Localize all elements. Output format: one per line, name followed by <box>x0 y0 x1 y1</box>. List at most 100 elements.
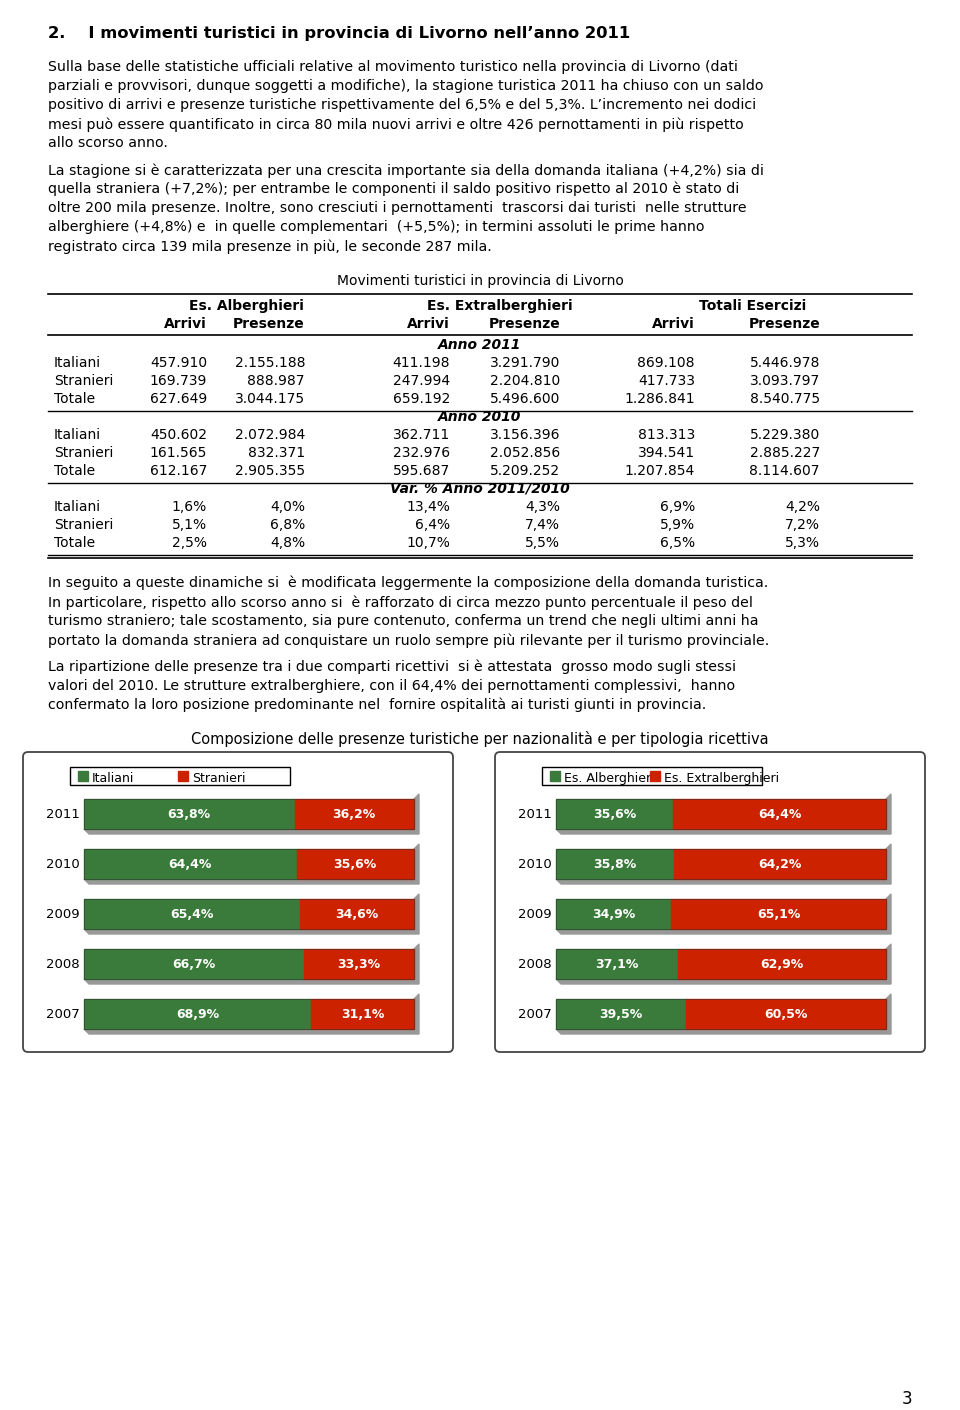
Text: 627.649: 627.649 <box>150 392 207 406</box>
Text: Arrivi: Arrivi <box>652 317 695 331</box>
Text: Presenze: Presenze <box>748 317 820 331</box>
Bar <box>556 900 671 929</box>
Bar <box>556 799 674 829</box>
Text: alberghiere (+4,8%) e  in quelle complementari  (+5,5%); in termini assoluti le : alberghiere (+4,8%) e in quelle compleme… <box>48 220 705 234</box>
Polygon shape <box>556 829 891 833</box>
Text: 34,9%: 34,9% <box>592 908 636 921</box>
Text: 64,2%: 64,2% <box>758 857 802 870</box>
Polygon shape <box>556 878 891 884</box>
Text: 62,9%: 62,9% <box>760 957 804 970</box>
Text: 411.198: 411.198 <box>393 355 450 369</box>
Text: 362.711: 362.711 <box>393 429 450 441</box>
Bar <box>300 900 414 929</box>
Text: Totale: Totale <box>54 464 95 478</box>
Bar <box>304 949 414 979</box>
Text: 2008: 2008 <box>46 957 80 970</box>
Text: 1.207.854: 1.207.854 <box>625 464 695 478</box>
Bar <box>84 900 414 929</box>
Bar <box>686 1000 886 1029</box>
Text: mesi può essere quantificato in circa 80 mila nuovi arrivi e oltre 426 pernottam: mesi può essere quantificato in circa 80… <box>48 117 744 131</box>
Polygon shape <box>556 1029 891 1034</box>
Text: 2.155.188: 2.155.188 <box>234 355 305 369</box>
Text: Totale: Totale <box>54 536 95 550</box>
Bar <box>84 949 304 979</box>
Bar <box>84 849 297 878</box>
Text: 36,2%: 36,2% <box>333 808 376 821</box>
Text: 457.910: 457.910 <box>150 355 207 369</box>
Text: 417.733: 417.733 <box>638 374 695 388</box>
Text: 34,6%: 34,6% <box>335 908 378 921</box>
Polygon shape <box>886 994 891 1034</box>
Polygon shape <box>414 794 419 833</box>
Text: 5,1%: 5,1% <box>172 517 207 532</box>
Bar <box>542 767 762 785</box>
Bar <box>84 799 414 829</box>
Text: Stranieri: Stranieri <box>192 773 246 785</box>
Text: 5,9%: 5,9% <box>660 517 695 532</box>
Text: 4,0%: 4,0% <box>270 501 305 515</box>
Text: 13,4%: 13,4% <box>406 501 450 515</box>
Text: Movimenti turistici in provincia di Livorno: Movimenti turistici in provincia di Livo… <box>337 274 623 288</box>
Text: Composizione delle presenze turistiche per nazionalità e per tipologia ricettiva: Composizione delle presenze turistiche p… <box>191 730 769 747</box>
Text: 2,5%: 2,5% <box>172 536 207 550</box>
Text: 813.313: 813.313 <box>637 429 695 441</box>
Text: 35,8%: 35,8% <box>593 857 636 870</box>
Text: 2.204.810: 2.204.810 <box>490 374 560 388</box>
Text: oltre 200 mila presenze. Inoltre, sono cresciuti i pernottamenti  trascorsi dai : oltre 200 mila presenze. Inoltre, sono c… <box>48 202 747 214</box>
Polygon shape <box>84 929 419 933</box>
Text: 31,1%: 31,1% <box>341 1008 384 1021</box>
Text: 659.192: 659.192 <box>393 392 450 406</box>
Text: 6,9%: 6,9% <box>660 501 695 515</box>
Text: 8.114.607: 8.114.607 <box>750 464 820 478</box>
Text: 5.229.380: 5.229.380 <box>750 429 820 441</box>
Text: Arrivi: Arrivi <box>164 317 207 331</box>
Text: 832.371: 832.371 <box>248 446 305 460</box>
Text: 2.885.227: 2.885.227 <box>750 446 820 460</box>
Bar <box>679 949 886 979</box>
Text: 2.    I movimenti turistici in provincia di Livorno nell’anno 2011: 2. I movimenti turistici in provincia di… <box>48 25 631 41</box>
Text: Italiani: Italiani <box>54 429 101 441</box>
Text: registrato circa 139 mila presenze in più, le seconde 287 mila.: registrato circa 139 mila presenze in pi… <box>48 240 492 254</box>
Polygon shape <box>414 845 419 884</box>
Polygon shape <box>886 845 891 884</box>
Text: 869.108: 869.108 <box>637 355 695 369</box>
Text: 3.044.175: 3.044.175 <box>235 392 305 406</box>
Text: Anno 2010: Anno 2010 <box>439 410 521 424</box>
Bar <box>556 949 886 979</box>
Polygon shape <box>84 1029 419 1034</box>
Text: 3.291.790: 3.291.790 <box>490 355 560 369</box>
Text: 4,8%: 4,8% <box>270 536 305 550</box>
Polygon shape <box>556 979 891 984</box>
Bar <box>674 799 886 829</box>
Polygon shape <box>886 945 891 984</box>
Text: 2010: 2010 <box>46 857 80 870</box>
Text: 3.156.396: 3.156.396 <box>490 429 560 441</box>
Bar <box>650 771 660 781</box>
Text: 60,5%: 60,5% <box>764 1008 808 1021</box>
Text: Presenze: Presenze <box>233 317 305 331</box>
Text: 2008: 2008 <box>518 957 552 970</box>
Bar <box>556 1000 886 1029</box>
Bar <box>84 900 300 929</box>
Text: 5.496.600: 5.496.600 <box>490 392 560 406</box>
Polygon shape <box>556 929 891 933</box>
Text: parziali e provvisori, dunque soggetti a modifiche), la stagione turistica 2011 : parziali e provvisori, dunque soggetti a… <box>48 79 763 93</box>
Bar <box>84 1000 414 1029</box>
Text: 33,3%: 33,3% <box>338 957 380 970</box>
Text: 3.093.797: 3.093.797 <box>750 374 820 388</box>
Text: 7,4%: 7,4% <box>525 517 560 532</box>
Text: Sulla base delle statistiche ufficiali relative al movimento turistico nella pro: Sulla base delle statistiche ufficiali r… <box>48 61 738 73</box>
Text: portato la domanda straniera ad conquistare un ruolo sempre più rilevante per il: portato la domanda straniera ad conquist… <box>48 633 769 647</box>
Bar <box>556 900 886 929</box>
Text: 4,2%: 4,2% <box>785 501 820 515</box>
Polygon shape <box>414 894 419 933</box>
Text: 2011: 2011 <box>518 808 552 821</box>
Text: 2010: 2010 <box>518 857 552 870</box>
Text: positivo di arrivi e presenze turistiche rispettivamente del 6,5% e del 5,3%. L’: positivo di arrivi e presenze turistiche… <box>48 99 756 111</box>
Text: 169.739: 169.739 <box>150 374 207 388</box>
Bar <box>556 1000 686 1029</box>
Text: 2.905.355: 2.905.355 <box>235 464 305 478</box>
Bar <box>556 849 886 878</box>
FancyBboxPatch shape <box>23 752 453 1052</box>
Text: 4,3%: 4,3% <box>525 501 560 515</box>
